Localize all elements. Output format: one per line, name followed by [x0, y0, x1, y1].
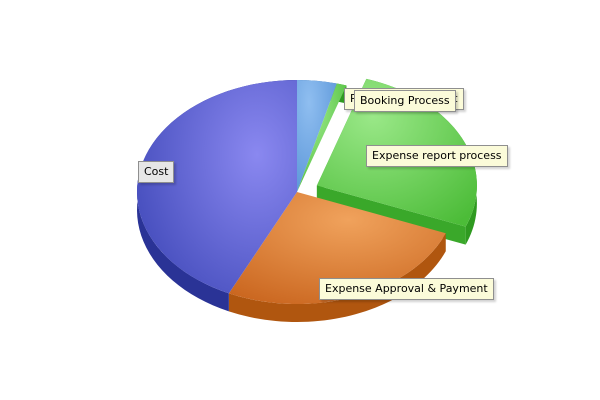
pie-slice-expense-approval-payment[interactable]: [228, 192, 446, 304]
slice-label-expense-report-process: Expense report process: [366, 145, 508, 167]
pie-slice-booking-process[interactable]: [297, 83, 347, 192]
slice-label-expense-approval-payment: Expense Approval & Payment: [319, 278, 494, 300]
slice-label-cost: Cost: [138, 161, 175, 183]
slice-label-booking-process: Booking Process: [354, 90, 456, 112]
pie-slice-policy-management[interactable]: [297, 80, 337, 192]
pie-slice-cost[interactable]: [136, 80, 297, 294]
